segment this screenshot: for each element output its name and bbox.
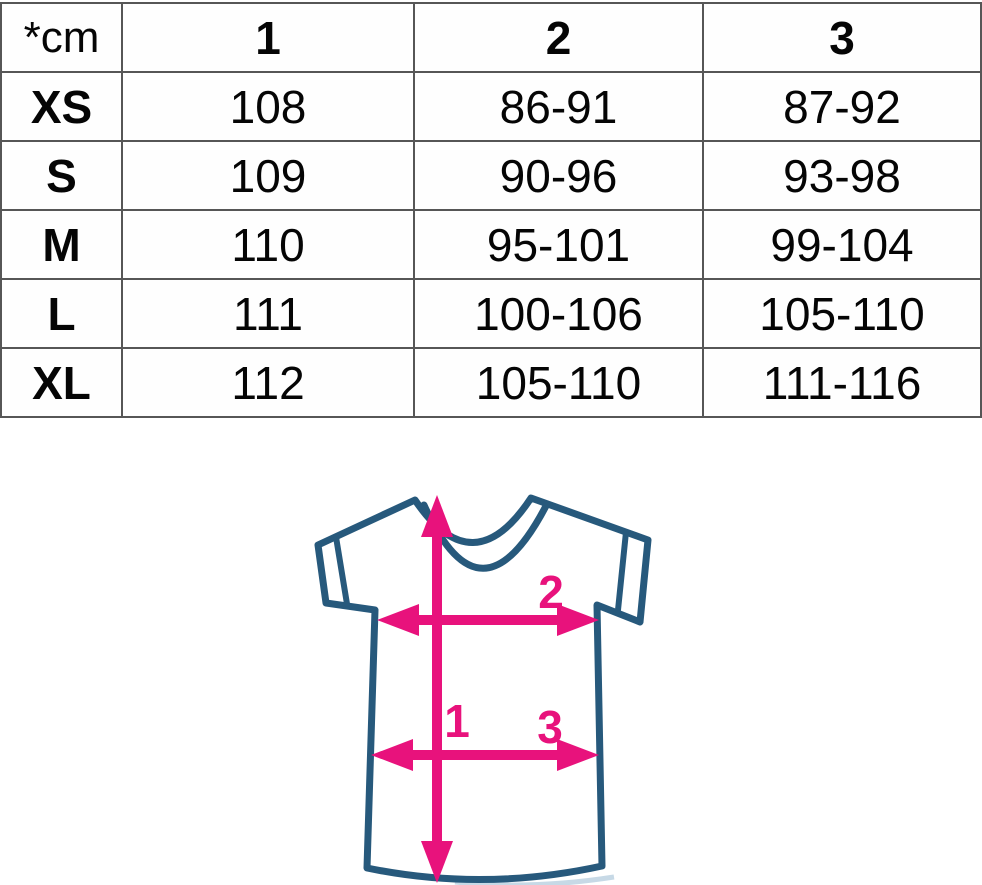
- table-row-m: M 110 95-101 99-104: [0, 209, 982, 280]
- value-cell: 95-101: [413, 209, 704, 280]
- tshirt-measurement-diagram: 1 2 3: [314, 494, 652, 885]
- tshirt-outline-icon: [314, 494, 652, 883]
- size-cell: XS: [0, 71, 123, 142]
- table-row-xs: XS 108 86-91 87-92: [0, 71, 982, 142]
- length-arrow: [421, 495, 453, 883]
- chest-arrowhead-left-icon: [377, 604, 419, 636]
- waist-arrowhead-left-icon: [371, 739, 413, 771]
- size-cell: L: [0, 278, 123, 349]
- value-cell: 99-104: [702, 209, 982, 280]
- waist-arrowhead-right-icon: [557, 739, 599, 771]
- size-table: *cm 1 2 3 XS 108 86-91 87-92 S 109 90-96…: [0, 2, 982, 418]
- table-row-s: S 109 90-96 93-98: [0, 140, 982, 211]
- value-cell: 108: [121, 71, 415, 142]
- chest-arrow-label: 2: [538, 566, 564, 618]
- value-cell: 109: [121, 140, 415, 211]
- value-cell: 105-110: [413, 347, 704, 418]
- value-cell: 111: [121, 278, 415, 349]
- value-cell: 100-106: [413, 278, 704, 349]
- table-header-row: *cm 1 2 3: [0, 2, 982, 73]
- value-cell: 93-98: [702, 140, 982, 211]
- size-cell: M: [0, 209, 123, 280]
- chest-arrowhead-right-icon: [557, 604, 599, 636]
- value-cell: 111-116: [702, 347, 982, 418]
- col-header-1: 1: [121, 2, 415, 73]
- right-sleeve-cuff-line: [615, 529, 629, 613]
- value-cell: 110: [121, 209, 415, 280]
- left-sleeve-cuff-line: [333, 534, 350, 607]
- value-cell: 90-96: [413, 140, 704, 211]
- unit-label-cell: *cm: [0, 2, 123, 73]
- waist-arrow-label: 3: [537, 701, 563, 753]
- size-cell: XL: [0, 347, 123, 418]
- length-arrowhead-down-icon: [421, 841, 453, 883]
- value-cell: 112: [121, 347, 415, 418]
- value-cell: 86-91: [413, 71, 704, 142]
- length-arrow-label: 1: [444, 695, 470, 747]
- table-row-l: L 111 100-106 105-110: [0, 278, 982, 349]
- length-arrowhead-up-icon: [421, 495, 453, 537]
- value-cell: 87-92: [702, 71, 982, 142]
- size-cell: S: [0, 140, 123, 211]
- waist-arrow: [371, 739, 599, 771]
- value-cell: 105-110: [702, 278, 982, 349]
- table-row-xl: XL 112 105-110 111-116: [0, 347, 982, 418]
- col-header-3: 3: [702, 2, 982, 73]
- chest-arrow: [377, 604, 599, 636]
- col-header-2: 2: [413, 2, 704, 73]
